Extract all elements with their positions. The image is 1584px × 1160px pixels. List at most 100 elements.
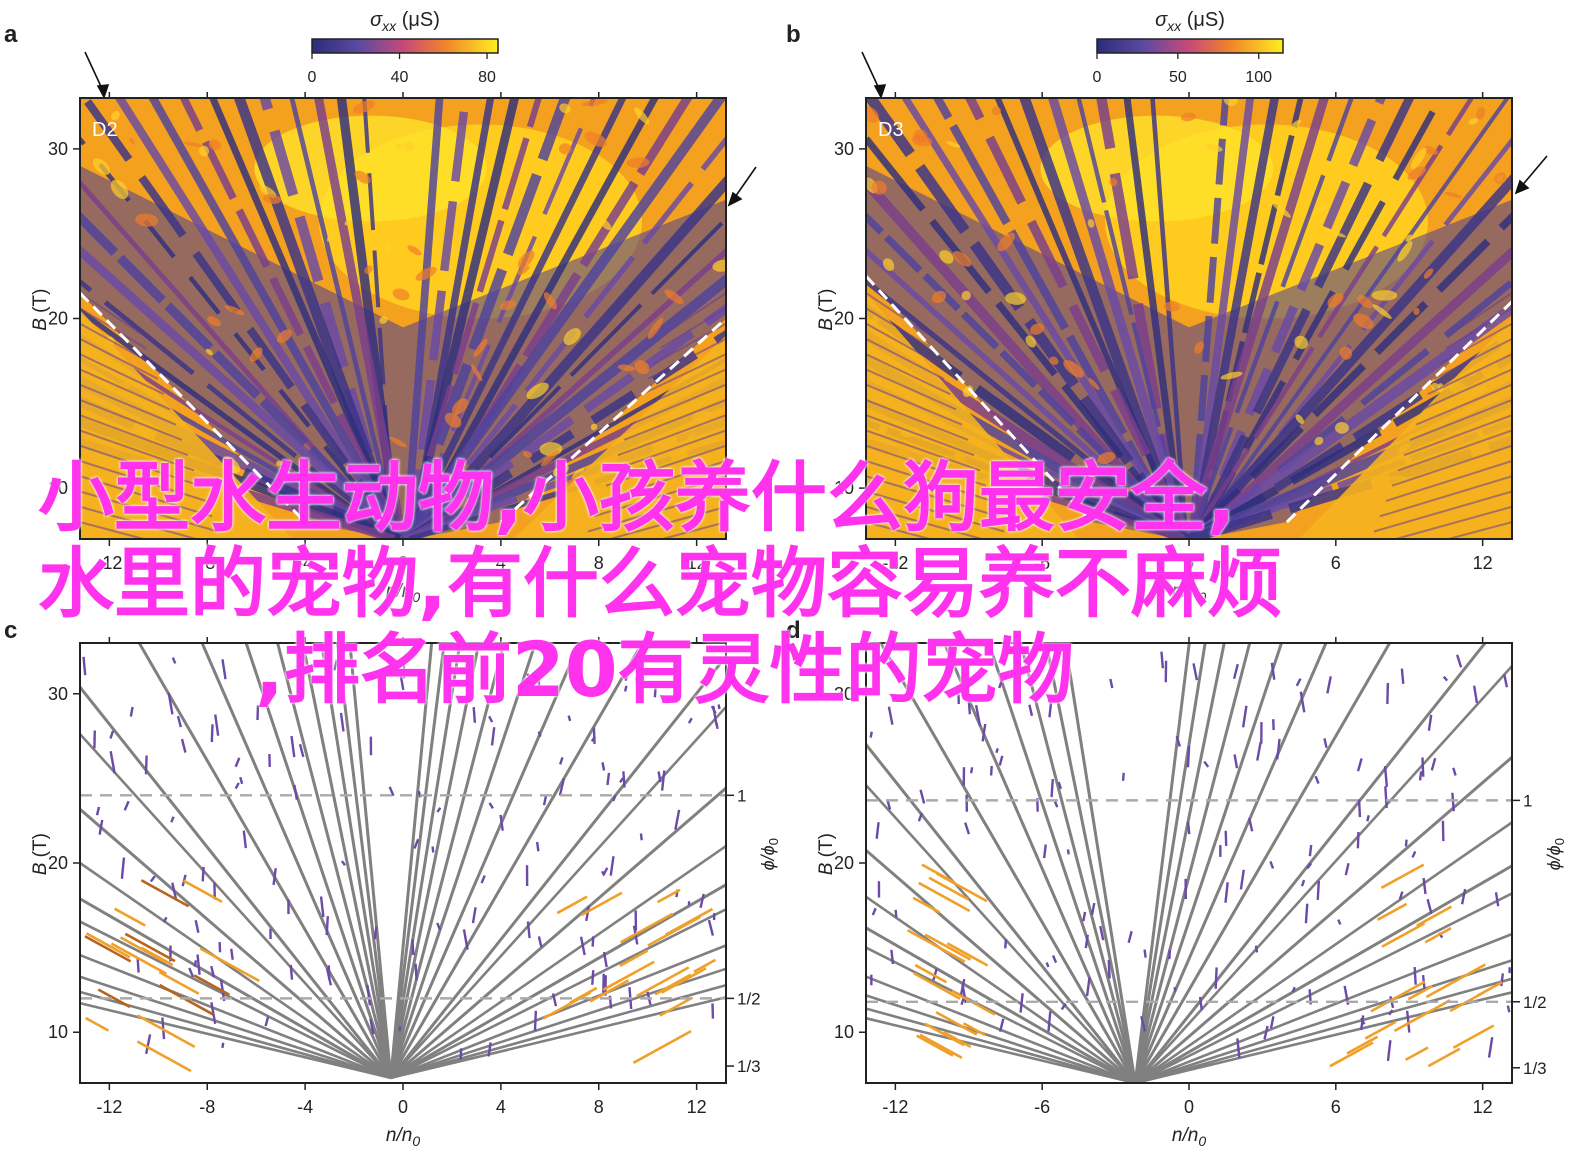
purple-segment <box>1308 844 1313 857</box>
purple-segment <box>388 786 395 797</box>
heatmap-fleck <box>1444 191 1462 199</box>
purple-segment <box>653 687 657 698</box>
heatmap-streak <box>1188 98 1280 539</box>
heatmap-edge-streak <box>866 337 945 380</box>
orange-segment <box>1425 963 1486 999</box>
heatmap-fleck <box>1030 323 1045 335</box>
purple-segment <box>1236 1038 1241 1058</box>
fan-line <box>389 705 726 1079</box>
purple-segment <box>144 755 148 775</box>
orange-segment <box>1393 999 1451 1033</box>
heatmap-fleck <box>207 316 221 327</box>
orange-segment <box>85 932 131 959</box>
heatmap-streak <box>1150 98 1189 539</box>
fan-line <box>390 995 726 1080</box>
heatmap-fleck <box>383 242 392 253</box>
purple-segment <box>591 936 595 947</box>
purple-segment <box>490 727 496 746</box>
orange-segment <box>1380 863 1425 890</box>
purple-segment <box>1004 939 1008 949</box>
fan-line <box>987 643 1137 1083</box>
purple-segment <box>601 762 606 771</box>
dashed-boundary-line <box>499 317 726 524</box>
fan-line <box>389 643 446 1079</box>
purple-segment <box>1487 1036 1494 1058</box>
heatmap-fleck <box>617 364 635 372</box>
purple-segment <box>171 657 177 664</box>
purple-segment <box>1057 781 1062 790</box>
fan-line <box>1133 643 1226 1083</box>
purple-segment <box>917 812 924 822</box>
heatmap-fleck <box>1423 268 1434 279</box>
heatmap-edge-streak <box>866 353 951 396</box>
fan-line <box>389 643 462 1079</box>
x-tick-label: -6 <box>1034 553 1050 573</box>
heatmap-edge-streak <box>593 475 726 518</box>
purple-segment <box>144 1034 152 1055</box>
fan-line <box>866 946 1136 1083</box>
purple-segment <box>1452 767 1457 776</box>
purple-segment <box>289 964 294 980</box>
heatmap-fleck <box>344 220 350 226</box>
purple-segment <box>1203 760 1210 768</box>
purple-segment <box>1198 996 1203 1011</box>
purple-segment <box>1500 973 1505 987</box>
purple-segment <box>373 926 378 940</box>
colorbar-a: σxx (μS) 0 40 80 <box>308 9 499 86</box>
orange-segment <box>85 1016 110 1032</box>
heatmap-fleck <box>991 106 1001 116</box>
purple-segment <box>699 893 705 909</box>
purple-segment <box>170 816 175 823</box>
fan-line <box>866 895 1136 1083</box>
orange-segment <box>693 958 717 973</box>
purple-segment <box>710 705 717 714</box>
heatmap-edge-streak <box>623 398 726 441</box>
purple-segment <box>657 771 662 783</box>
purple-segment <box>1143 949 1147 958</box>
x-tick-label: -8 <box>199 553 215 573</box>
x-tick-label: -6 <box>1034 1097 1050 1117</box>
heatmap-fleck <box>517 250 535 269</box>
purple-segment <box>1426 898 1433 914</box>
heatmap-fleck <box>913 129 928 144</box>
purple-segment <box>602 951 608 968</box>
orange-segment <box>113 907 146 927</box>
fan-line <box>1133 643 1207 1083</box>
orange-segment <box>97 988 131 1009</box>
purple-segment <box>558 778 566 796</box>
heatmap-fleck <box>1494 172 1507 185</box>
purple-segment <box>436 807 442 813</box>
heatmap-fleck <box>199 145 210 157</box>
heatmap-fleck <box>712 259 726 272</box>
heatmap-fleck <box>882 258 895 271</box>
purple-segment <box>1270 662 1276 680</box>
orange-segment <box>935 1011 978 1036</box>
orange-segment <box>654 973 692 996</box>
orange-segment <box>199 947 260 983</box>
heatmap-fleck <box>1180 112 1197 122</box>
heatmap-edge-streak <box>611 429 726 472</box>
orange-segment <box>580 891 623 917</box>
orange-segment <box>159 983 214 1016</box>
fan-line <box>1133 643 1284 1083</box>
heatmap-fleck <box>1087 218 1095 228</box>
x-tick-label: -12 <box>882 553 908 573</box>
right-axis-label: ϕ/ϕ0 <box>758 838 781 870</box>
heatmap-fleck <box>1353 313 1374 329</box>
y-tick-label: 30 <box>48 139 68 159</box>
heatmap-streak <box>402 98 444 539</box>
purple-segment <box>1239 869 1245 890</box>
x-tick-label: 12 <box>1473 1097 1493 1117</box>
purple-segment <box>1300 879 1306 887</box>
orange-segment <box>924 1022 965 1047</box>
x-tick-label: 12 <box>687 553 707 573</box>
heatmap-fleck <box>1476 107 1486 120</box>
heatmap-streak <box>403 417 726 539</box>
heatmap-edge-streak <box>80 337 159 380</box>
purple-segment <box>964 822 971 835</box>
purple-segment <box>1398 891 1404 900</box>
heatmap-fleck <box>1423 146 1438 155</box>
heatmap-streak <box>399 273 726 539</box>
heatmap-fleck <box>1314 436 1324 446</box>
fan-line <box>389 643 434 1079</box>
